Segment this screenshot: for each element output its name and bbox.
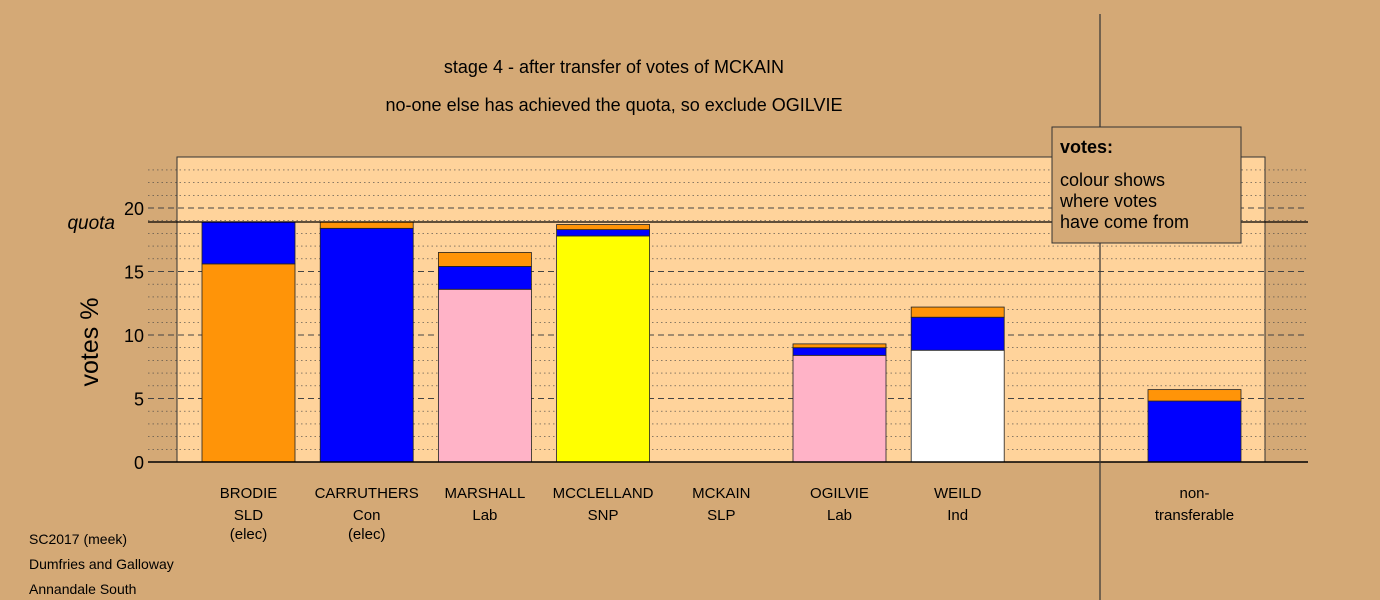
footer-line-1: SC2017 (meek) xyxy=(29,531,127,547)
bar-segment xyxy=(792,343,887,349)
candidate-party-label: Lab xyxy=(827,507,852,524)
quota-label: quota xyxy=(67,213,115,234)
legend: votes: colour shows where votes have com… xyxy=(1051,126,1242,244)
bars-layer xyxy=(201,221,1242,463)
chart-subtitle: no-one else has achieved the quota, so e… xyxy=(386,95,843,115)
legend-box xyxy=(1051,126,1242,244)
candidate-name-label: BRODIE xyxy=(220,485,278,502)
candidate-party-label: Ind xyxy=(947,507,968,524)
candidate-name-label: CARRUTHERS xyxy=(315,485,419,502)
bar-segment xyxy=(556,224,650,230)
bar-segment xyxy=(437,288,532,463)
bar-segment xyxy=(910,349,1005,463)
bar-segment xyxy=(1147,400,1242,463)
x-axis-labels: BRODIE SLD (elec) CARRUTHERS Con (elec) MARSHA… xyxy=(220,485,1234,543)
candidate-party-label: SNP xyxy=(588,507,619,524)
candidate-name-label: MARSHALL xyxy=(444,485,525,502)
y-tick-label: 5 xyxy=(134,390,144,410)
nontransferable-label-2: transferable xyxy=(1155,507,1234,524)
candidate-party-label: SLD xyxy=(234,507,263,524)
bar-segment xyxy=(556,229,650,237)
candidate-name-label: MCKAIN xyxy=(692,485,750,502)
bar-segment xyxy=(792,354,887,463)
y-axis-title: votes % xyxy=(76,298,104,387)
bar-segment xyxy=(556,235,650,463)
bar-segment xyxy=(437,266,532,290)
candidate-party-label: Lab xyxy=(472,507,497,524)
footer-line-2: Dumfries and Galloway xyxy=(29,556,174,572)
legend-line-2: where votes xyxy=(1059,191,1157,211)
y-tick-label: 20 xyxy=(124,199,144,219)
candidate-status-label: (elec) xyxy=(230,526,268,543)
candidate-party-label: SLP xyxy=(707,507,735,524)
candidate-status-label: (elec) xyxy=(348,526,386,543)
candidate-party-label: Con xyxy=(353,507,381,524)
bar-segment xyxy=(1147,389,1242,402)
nontransferable-label-1: non- xyxy=(1179,485,1209,502)
bar-segment xyxy=(319,221,414,229)
chart-title: stage 4 - after transfer of votes of MCK… xyxy=(444,57,784,77)
y-axis-ticks: 0 5 10 15 20 xyxy=(124,199,144,473)
candidate-name-label: OGILVIE xyxy=(810,485,869,502)
bar-segment xyxy=(201,263,296,463)
footer-line-3: Annandale South xyxy=(29,581,136,597)
legend-line-1: colour shows xyxy=(1060,170,1165,190)
candidate-name-label: WEILD xyxy=(934,485,982,502)
y-tick-label: 10 xyxy=(124,326,144,346)
y-tick-label: 0 xyxy=(134,453,144,473)
y-tick-label: 15 xyxy=(124,263,144,283)
bar-segment xyxy=(437,252,532,267)
bar-segment xyxy=(319,227,414,463)
bar-segment xyxy=(201,221,296,265)
legend-line-3: have come from xyxy=(1060,212,1189,232)
bar-segment xyxy=(792,347,887,356)
bar-segment xyxy=(910,316,1005,351)
candidate-name-label: MCCLELLAND xyxy=(553,485,654,502)
legend-title: votes: xyxy=(1060,137,1113,157)
bar-segment xyxy=(910,306,1005,318)
